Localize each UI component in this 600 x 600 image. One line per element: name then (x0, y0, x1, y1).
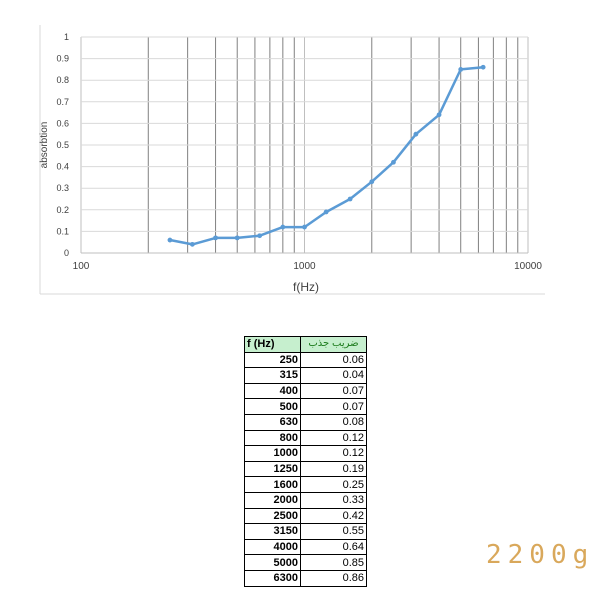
table-body: 250 0.06 315 0.04 400 0.07 500 0.07 630 0.08 800 0.… (244, 351, 367, 587)
frequency-cell: 1600 (244, 476, 301, 493)
table-row: 630 0.08 (244, 413, 367, 431)
x-tick-label: 10000 (514, 261, 542, 272)
frequency-cell: 630 (244, 413, 301, 431)
y-tick-label: 0 (64, 248, 69, 258)
absorption-cell: 0.04 (300, 367, 367, 384)
axis-labels: absorbtion f(Hz) (39, 122, 319, 294)
data-table: f (Hz) ضریب جذب 250 0.06 315 0.04 400 0.07 500… (244, 336, 367, 587)
data-point (436, 112, 442, 118)
absorption-cell: 0.19 (300, 460, 367, 478)
frequency-cell: 2500 (244, 507, 301, 525)
absorption-chart: 0 0.1 0.2 0.3 0.4 0.5 0.6 0.7 0.8 0.9 1 100 1000 1000… (39, 25, 545, 295)
table-row: 4000 0.64 (244, 538, 367, 556)
y-tick-label: 1 (64, 32, 69, 42)
table-row: 5000 0.85 (244, 554, 367, 571)
absorption-cell: 0.07 (300, 382, 367, 400)
data-point (323, 209, 329, 215)
table-row: 3150 0.55 (244, 523, 367, 540)
data-point (167, 237, 173, 243)
absorption-cell: 0.33 (300, 491, 367, 509)
table-row: 1250 0.19 (244, 460, 367, 478)
table-header-row: f (Hz) ضریب جذب (244, 336, 367, 353)
x-axis-label: f(Hz) (293, 280, 319, 294)
data-point (234, 235, 240, 241)
data-point (347, 196, 353, 202)
absorption-cell: 0.85 (300, 554, 367, 571)
frequency-cell: 4000 (244, 538, 301, 556)
table-row: 2000 0.33 (244, 491, 367, 509)
y-tick-label: 0.3 (56, 183, 69, 193)
absorption-cell: 0.25 (300, 476, 367, 493)
y-tick-label: 0.7 (56, 97, 69, 107)
data-point (302, 224, 307, 230)
frequency-cell: 2000 (244, 491, 301, 509)
absorption-cell: 0.06 (300, 351, 367, 369)
x-tick-label: 100 (73, 261, 90, 272)
absorption-cell: 0.07 (300, 398, 367, 415)
table-row: 250 0.06 (244, 351, 367, 369)
frequency-cell: 250 (244, 351, 301, 369)
frequency-cell: 400 (244, 382, 301, 400)
data-point (280, 224, 286, 230)
frequency-cell: 1000 (244, 445, 301, 462)
absorption-cell: 0.86 (300, 569, 367, 587)
frequency-header: f (Hz) (244, 336, 301, 353)
chart-area: 0 0.1 0.2 0.3 0.4 0.5 0.6 0.7 0.8 0.9 1 100 1000 1000… (39, 25, 545, 295)
data-point (458, 67, 464, 72)
y-tick-label: 0.1 (56, 226, 69, 236)
frequency-cell: 800 (244, 429, 301, 447)
axes: 0 0.1 0.2 0.3 0.4 0.5 0.6 0.7 0.8 0.9 1 100 1000 1000… (56, 32, 542, 272)
table-row: 1600 0.25 (244, 476, 367, 493)
y-tick-label: 0.8 (56, 75, 69, 85)
table-row: 2500 0.42 (244, 507, 367, 525)
absorption-cell: 0.12 (300, 429, 367, 447)
table-row: 800 0.12 (244, 429, 367, 447)
x-tick-label: 1000 (293, 261, 316, 272)
y-tick-label: 0.6 (56, 118, 69, 128)
frequency-cell: 6300 (244, 569, 301, 587)
data-point (480, 64, 486, 70)
table-row: 500 0.07 (244, 398, 367, 415)
frequency-cell: 500 (244, 398, 301, 415)
weight-label: 2200g (486, 540, 595, 570)
absorption-cell: 0.08 (300, 413, 367, 431)
frequency-cell: 5000 (244, 554, 301, 571)
absorption-cell: 0.12 (300, 445, 367, 462)
series-line (169, 65, 484, 246)
frequency-cell: 315 (244, 367, 301, 384)
absorption-header: ضریب جذب (300, 336, 367, 353)
absorption-cell: 0.55 (300, 523, 367, 540)
table-row: 400 0.07 (244, 382, 367, 400)
absorption-cell: 0.42 (300, 507, 367, 525)
table-row: 1000 0.12 (244, 445, 367, 462)
y-axis-label: absorbtion (39, 122, 50, 169)
data-point (413, 131, 419, 137)
y-tick-label: 0.5 (56, 140, 69, 150)
table-row: 6300 0.86 (244, 569, 367, 587)
data-point (213, 235, 218, 241)
data-series (167, 64, 486, 247)
absorption-cell: 0.64 (300, 538, 367, 556)
frequency-cell: 3150 (244, 523, 301, 540)
y-tick-label: 0.2 (56, 205, 69, 215)
data-point (369, 179, 375, 185)
y-tick-label: 0.9 (56, 54, 69, 64)
data-point (391, 159, 396, 165)
table-row: 315 0.04 (244, 367, 367, 384)
y-tick-label: 0.4 (56, 162, 69, 172)
data-point (189, 241, 195, 247)
frequency-cell: 1250 (244, 460, 301, 478)
data-point (257, 233, 263, 239)
